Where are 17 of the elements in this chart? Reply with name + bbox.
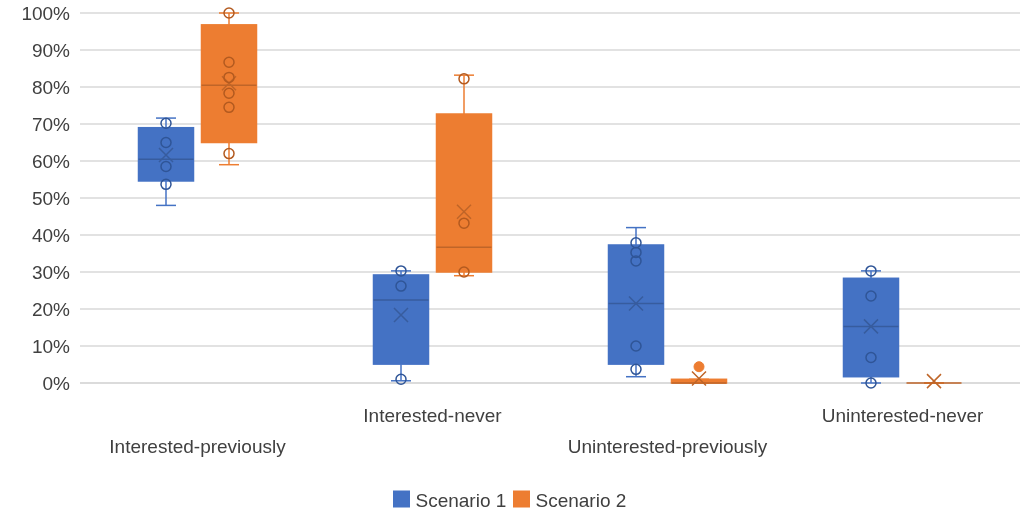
y-tick-label: 90%: [31, 39, 71, 61]
y-tick-label: 50%: [31, 187, 71, 209]
x-tick-label: Interested-never: [363, 405, 503, 426]
y-tick-label: 20%: [31, 298, 71, 320]
y-tick-label: 80%: [31, 76, 71, 98]
legend-label: Scenario 1: [415, 489, 507, 511]
y-tick-label: 60%: [31, 150, 71, 172]
x-tick-label: Interested-previously: [109, 436, 287, 457]
y-tick-label: 10%: [31, 335, 71, 357]
x-tick-label: Uninterested-never: [821, 405, 984, 426]
y-tick-label: 0%: [42, 372, 71, 394]
y-tick-label: 100%: [21, 2, 71, 24]
y-tick-label: 30%: [31, 261, 71, 283]
y-tick-label: 70%: [31, 113, 71, 135]
legend-label: Scenario 2: [535, 489, 627, 511]
y-tick-label: 40%: [31, 224, 71, 246]
x-tick-label: Uninterested-previously: [567, 436, 768, 457]
